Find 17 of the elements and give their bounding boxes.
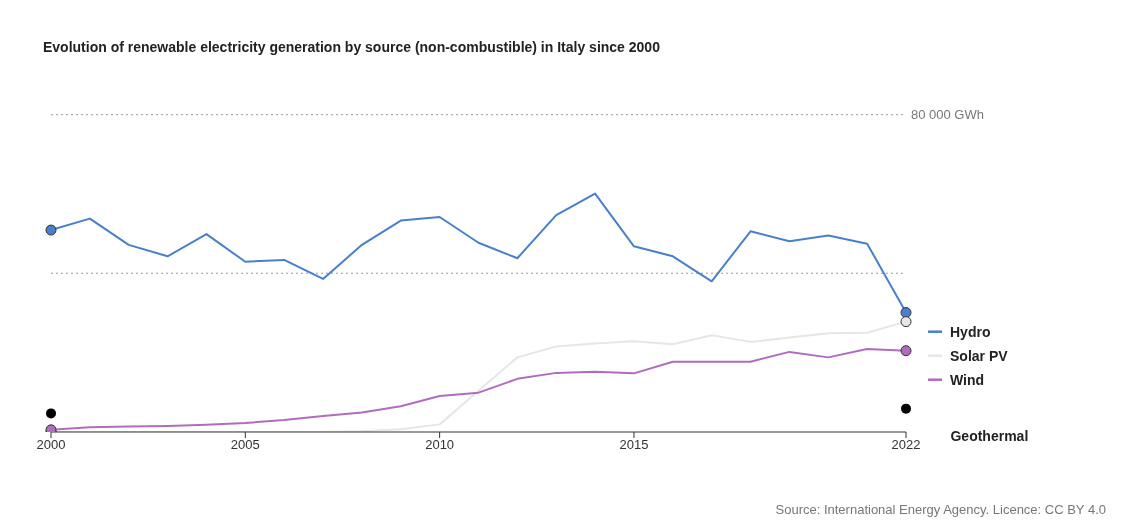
ref-line-label: 80 000 GWh [911,107,984,123]
x-tick-label: 2022 [891,437,921,453]
point [901,403,911,414]
legend-label: Hydro [950,323,991,340]
chart-title: Evolution of renewable electricity generation by source (non-combustible) in Italy since 2000 [43,38,661,57]
point [46,408,56,419]
point [900,316,912,328]
x-tick-label: 2005 [230,437,260,453]
x-tick-label: 2015 [619,437,649,453]
x-tick-label: 2010 [425,437,455,453]
legend-label: Solar PV [950,347,1009,364]
legend-label: Wind [950,371,985,388]
text: Geothermal [950,428,1029,445]
x-tick-label: 2000 [36,437,66,453]
source-note: Source: International Energy Agency. Licence: CC BY 4.0 [774,502,1106,517]
point [900,345,912,357]
point [45,224,57,236]
